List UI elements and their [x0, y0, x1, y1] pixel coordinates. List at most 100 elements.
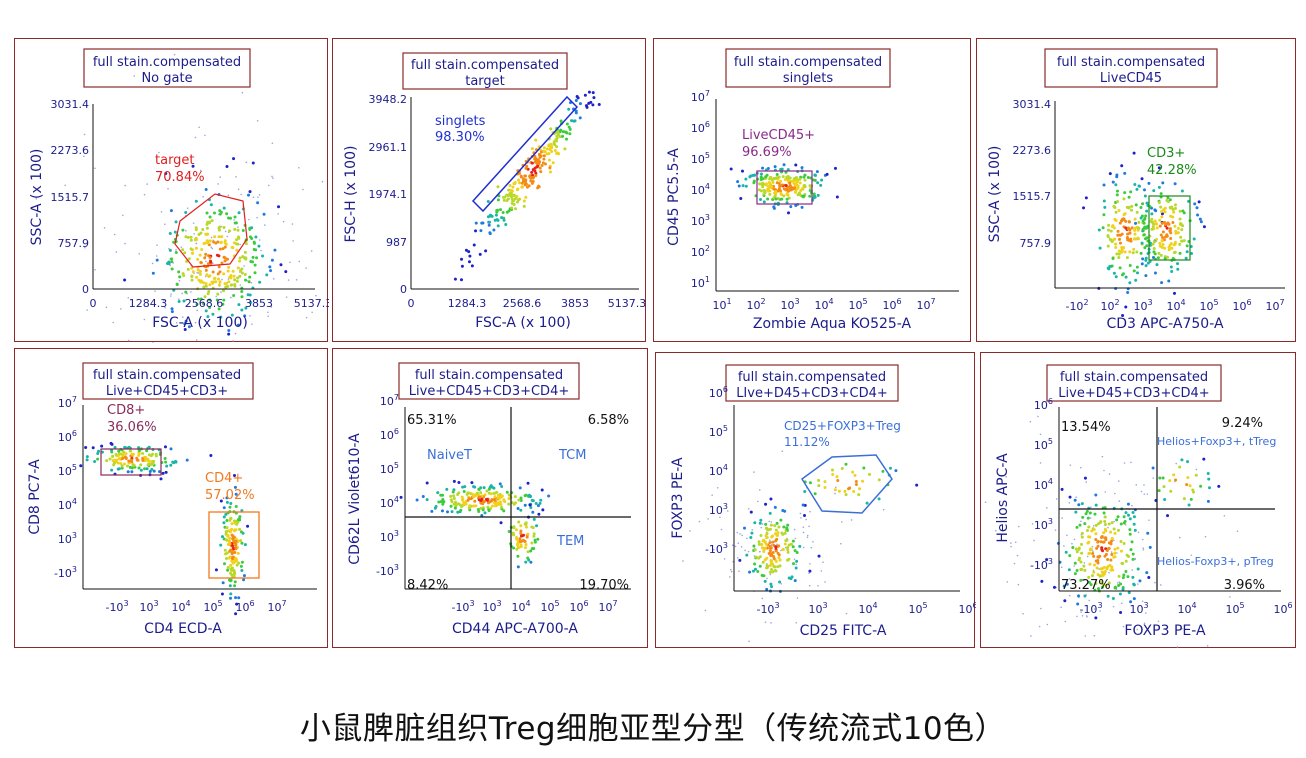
event-dot: [788, 181, 792, 185]
event-dot: [801, 503, 805, 507]
event-dot: [460, 498, 464, 502]
event-dot: [152, 459, 156, 463]
event-dot: [265, 273, 269, 277]
event-dot: [1110, 552, 1114, 556]
event-dot: [120, 466, 124, 470]
gate-cd8[interactable]: [100, 448, 162, 476]
gate-livecd45[interactable]: [756, 170, 813, 205]
event-dot: [1131, 557, 1135, 561]
event-dot: [1077, 503, 1081, 507]
event-dot: [802, 531, 805, 534]
event-dot: [1185, 250, 1189, 254]
event-dot: [1054, 529, 1057, 531]
gate-cd3[interactable]: [1148, 195, 1191, 261]
event-dot: [793, 549, 797, 553]
gate-treg[interactable]: [800, 454, 893, 514]
event-dot: [170, 310, 174, 314]
event-dot: [215, 298, 219, 302]
gate-singlets[interactable]: [471, 95, 579, 213]
event-dot: [234, 221, 238, 225]
quadrant-br-value: 3.96%: [1224, 578, 1265, 593]
gate-label: singlets: [435, 114, 486, 129]
event-dot: [227, 265, 231, 269]
event-dot: [1017, 525, 1020, 528]
event-dot: [1125, 236, 1129, 240]
event-dot: [225, 212, 229, 216]
event-dot: [507, 502, 511, 506]
event-dot: [145, 458, 149, 462]
event-dot: [1061, 517, 1063, 519]
event-dot: [487, 509, 491, 513]
event-dot: [813, 173, 817, 177]
event-dot: [141, 458, 145, 462]
event-dot: [480, 221, 484, 225]
event-dot: [520, 181, 524, 185]
event-dot: [467, 506, 471, 510]
event-dot: [1101, 585, 1105, 589]
event-dot: [1108, 473, 1111, 475]
event-dot: [1113, 555, 1117, 559]
gate-cd4[interactable]: [208, 511, 260, 579]
gate-target[interactable]: [174, 193, 248, 268]
event-dot: [1081, 515, 1085, 519]
event-dot: [524, 523, 528, 527]
event-dot: [1135, 265, 1139, 269]
event-dot: [267, 315, 269, 317]
event-dot: [234, 332, 237, 335]
event-dot: [1119, 522, 1123, 526]
event-dot: [1157, 185, 1161, 189]
event-dot: [507, 529, 511, 533]
y-tick-label: 757.9: [58, 237, 90, 250]
event-dot: [1064, 620, 1067, 623]
event-dot: [1094, 532, 1098, 536]
event-dot: [199, 297, 203, 301]
event-dot: [1113, 206, 1117, 210]
event-dot: [533, 157, 537, 161]
event-dot: [1087, 525, 1091, 529]
event-dot: [35, 197, 38, 200]
event-dot: [542, 146, 546, 150]
event-dot: [1134, 278, 1138, 282]
event-dot: [1086, 516, 1090, 520]
event-dot: [1229, 596, 1231, 598]
gate-value: 98.30%: [435, 130, 485, 145]
event-dot: [1096, 558, 1100, 562]
event-dot: [477, 498, 481, 502]
event-dot: [1046, 623, 1049, 626]
event-dot: [251, 255, 255, 259]
event-dot: [555, 139, 559, 143]
event-dot: [730, 570, 733, 573]
event-dot: [780, 197, 784, 201]
density-cloud: [453, 90, 601, 282]
event-dot: [240, 295, 244, 299]
event-dot: [202, 195, 204, 198]
event-dot: [143, 467, 147, 471]
event-dot: [771, 180, 775, 184]
event-dot: [564, 137, 568, 141]
event-dot: [160, 210, 163, 213]
event-dot: [224, 512, 228, 516]
log-tick-label: 105: [540, 599, 559, 614]
event-dot: [1087, 575, 1091, 579]
event-dot: [234, 492, 238, 496]
log-tick-label: 106: [709, 385, 728, 400]
event-dot: [1073, 561, 1077, 565]
event-dot: [213, 235, 217, 239]
event-dot: [234, 612, 238, 616]
event-dot: [505, 210, 509, 214]
event-dot: [1089, 547, 1093, 551]
event-dot: [211, 262, 214, 265]
event-dot: [1189, 251, 1193, 255]
event-dot: [758, 555, 762, 559]
event-dot: [1154, 581, 1156, 584]
event-dot: [1080, 531, 1084, 535]
event-dot: [523, 183, 527, 187]
event-dot: [1133, 228, 1137, 232]
event-dot: [220, 261, 224, 265]
event-dot: [1093, 512, 1097, 516]
event-dot: [231, 561, 235, 565]
event-dot: [513, 197, 517, 201]
event-dot: [778, 580, 782, 584]
event-dot: [1172, 291, 1176, 295]
event-dot: [1120, 602, 1123, 605]
